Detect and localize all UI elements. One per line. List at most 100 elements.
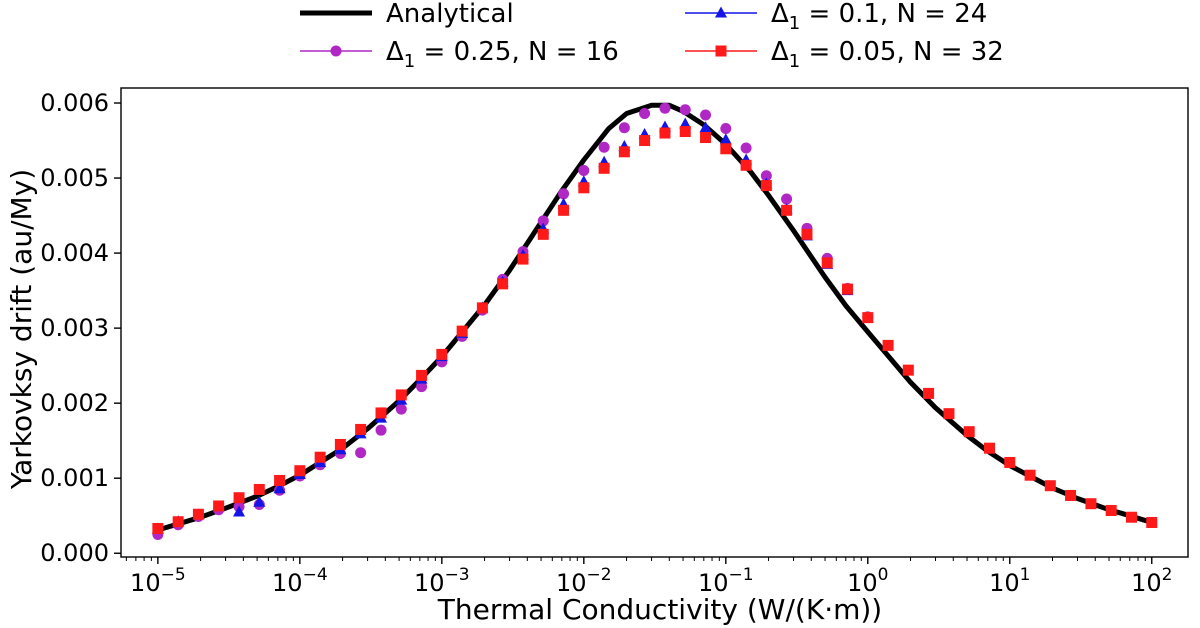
series-layer — [151, 102, 1158, 540]
square-data-point — [1085, 498, 1097, 510]
square-data-point — [943, 408, 955, 420]
x-tick-label: 10−3 — [414, 565, 470, 597]
square-data-point — [253, 483, 265, 495]
legend-item: Analytical — [300, 0, 514, 29]
legend-label: Δ1 = 0.1, N = 24 — [771, 0, 987, 34]
series-triangle — [151, 117, 874, 534]
square-data-point — [192, 508, 204, 520]
square-data-point — [1105, 504, 1117, 516]
square-data-point — [882, 339, 894, 351]
square-data-point — [172, 516, 184, 528]
square-data-point — [639, 135, 651, 147]
series-circle — [152, 102, 874, 540]
circle-data-point — [720, 123, 732, 135]
square-data-point — [456, 325, 468, 337]
legend-label: Δ1 = 0.05, N = 32 — [771, 37, 1004, 72]
square-data-point — [923, 387, 935, 399]
square-data-point — [578, 182, 590, 194]
axes-frame — [120, 87, 1189, 558]
square-data-point — [355, 423, 367, 435]
square-data-point — [436, 348, 448, 360]
legend-item: Δ1 = 0.1, N = 24 — [685, 0, 987, 34]
square-data-point — [395, 389, 407, 401]
square-data-point — [314, 451, 326, 463]
square-data-point — [659, 127, 671, 139]
triangle-data-point — [233, 505, 246, 517]
x-tick-label: 10−2 — [556, 565, 612, 597]
series-line — [155, 102, 1155, 533]
circle-data-point — [578, 165, 590, 177]
legend-marker — [715, 45, 727, 57]
square-data-point — [902, 364, 914, 376]
circle-data-point — [598, 141, 610, 153]
circle-data-point — [679, 104, 691, 116]
circle-data-point — [740, 142, 752, 154]
square-data-point — [618, 146, 630, 158]
y-tick-label: 0.004 — [40, 239, 109, 267]
y-axis-ticks: 0.000 0.001 0.002 0.003 0.004 0.005 0.006 — [40, 89, 121, 567]
legend-marker — [715, 6, 727, 18]
square-data-point — [781, 204, 793, 216]
analytical-curve — [155, 102, 1155, 533]
square-data-point — [679, 126, 691, 138]
square-data-point — [334, 438, 346, 450]
x-tick-label: 100 — [847, 565, 888, 597]
circle-data-point — [760, 170, 772, 182]
square-data-point — [233, 492, 245, 504]
legend-item: Δ1 = 0.05, N = 32 — [685, 37, 1004, 72]
square-data-point — [1065, 489, 1077, 501]
square-data-point — [1024, 469, 1036, 481]
circle-data-point — [700, 109, 712, 121]
y-tick-label: 0.006 — [40, 89, 109, 117]
square-data-point — [274, 474, 286, 486]
y-tick-label: 0.002 — [40, 389, 109, 417]
legend-label: Δ1 = 0.25, N = 16 — [386, 37, 619, 72]
x-tick-label: 10−5 — [130, 565, 186, 597]
square-data-point — [1146, 516, 1158, 528]
circle-data-point — [618, 122, 630, 134]
triangle-data-point — [273, 482, 286, 494]
circle-data-point — [537, 215, 549, 227]
square-data-point — [963, 426, 975, 438]
y-tick-label: 0.000 — [40, 539, 109, 567]
square-data-point — [598, 162, 610, 174]
x-axis-label: Thermal Conductivity (W/(K·m)) — [437, 593, 882, 626]
y-tick-label: 0.005 — [40, 164, 109, 192]
legend-item: Δ1 = 0.25, N = 16 — [300, 37, 619, 72]
circle-data-point — [375, 424, 387, 436]
square-data-point — [862, 312, 874, 324]
square-data-point — [740, 159, 752, 171]
x-tick-label: 10−4 — [272, 565, 328, 597]
x-tick-label: 10−1 — [698, 565, 754, 597]
square-data-point — [497, 278, 509, 290]
plot-area — [120, 87, 1189, 558]
triangle-data-point — [719, 133, 732, 145]
y-tick-label: 0.003 — [40, 314, 109, 342]
circle-data-point — [395, 403, 407, 415]
triangle-data-point — [253, 495, 266, 507]
x-axis-ticks: 10−5 10−4 10−3 10−2 10−1 100 101 102 — [125, 557, 1172, 597]
legend-marker — [330, 45, 342, 57]
legend-label: Analytical — [386, 0, 514, 29]
square-data-point — [801, 228, 813, 240]
circle-data-point — [639, 108, 651, 120]
circle-data-point — [416, 381, 428, 393]
triangle-data-point — [699, 121, 712, 133]
square-data-point — [720, 143, 732, 155]
square-data-point — [558, 204, 570, 216]
square-data-point — [984, 442, 996, 454]
x-tick-label: 102 — [1131, 565, 1172, 597]
triangle-data-point — [679, 117, 692, 129]
x-tick-label: 101 — [989, 565, 1030, 597]
square-data-point — [294, 465, 306, 477]
circle-data-point — [659, 102, 671, 114]
square-data-point — [821, 257, 833, 269]
series-square — [152, 126, 1158, 534]
square-data-point — [375, 407, 387, 419]
square-data-point — [517, 253, 529, 265]
y-axis-label: Yarkovksy drift (au/My) — [5, 169, 38, 490]
square-data-point — [1004, 456, 1016, 468]
square-data-point — [842, 283, 854, 295]
circle-data-point — [781, 193, 793, 205]
square-data-point — [700, 132, 712, 144]
